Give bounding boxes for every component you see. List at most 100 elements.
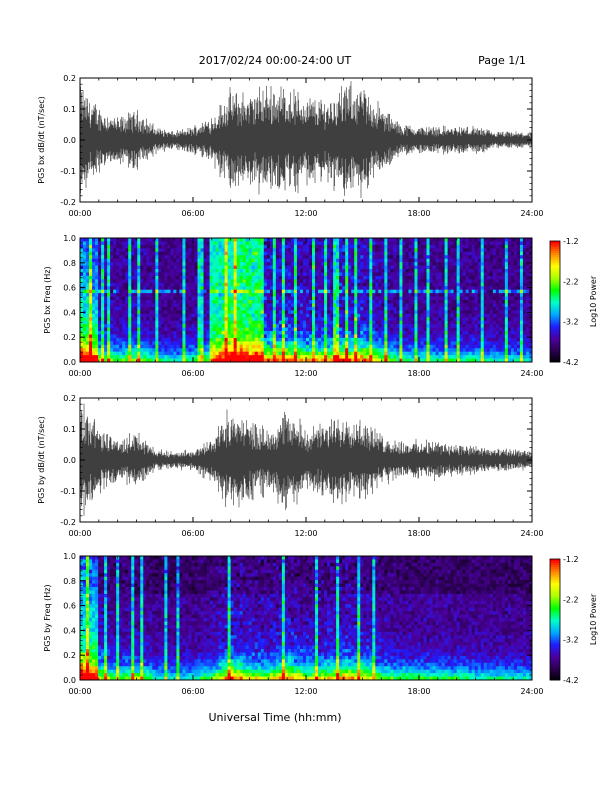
- spectrogram-cell: [378, 255, 382, 260]
- spectrogram-cell: [230, 331, 235, 335]
- spectrogram-cell: [306, 275, 310, 280]
- spectrogram-cell: [224, 272, 228, 277]
- spectrogram-cell: [206, 358, 210, 363]
- spectrogram-cell: [278, 355, 283, 359]
- spectrogram-cell: [227, 348, 232, 353]
- spectrogram-cell: [411, 300, 415, 304]
- spectrogram-cell: [339, 286, 343, 291]
- spectrogram-cell: [137, 344, 141, 349]
- spectrogram-cell: [260, 265, 265, 270]
- spectrogram-cell: [269, 248, 274, 253]
- spectrogram-cell: [402, 272, 406, 277]
- spectrogram-cell: [185, 317, 189, 322]
- spectrogram-cell: [272, 310, 277, 315]
- spectrogram-cell: [468, 358, 473, 363]
- spectrogram-cell: [483, 248, 488, 253]
- spectrogram-cell: [354, 313, 358, 318]
- spectrogram-cell: [333, 334, 337, 339]
- spectrogram-cell: [287, 310, 292, 315]
- spectrogram-cell: [116, 300, 120, 304]
- spectrogram-cell: [483, 289, 488, 294]
- spectrogram-cell: [173, 238, 177, 242]
- spectrogram-cell: [447, 341, 451, 346]
- spectrogram-cell: [333, 317, 337, 322]
- spectrogram-cell: [296, 313, 301, 318]
- spectrogram-cell: [290, 279, 295, 284]
- spectrogram-cell: [471, 255, 476, 260]
- spectrogram-cell: [462, 334, 467, 339]
- spectrogram-cell: [309, 324, 313, 328]
- spectrogram-cell: [170, 334, 174, 339]
- spectrogram-cell: [387, 262, 391, 266]
- spectrogram-cell: [101, 344, 105, 349]
- spectrogram-cell: [444, 265, 448, 270]
- spectrogram-cell: [381, 255, 385, 260]
- spectrogram-cell: [399, 358, 403, 363]
- spectrogram-cell: [384, 300, 388, 304]
- spectrogram-cell: [281, 269, 286, 273]
- spectrogram-cell: [269, 331, 274, 335]
- spectrogram-cell: [176, 331, 180, 335]
- spectrogram-cell: [86, 310, 90, 315]
- spectrogram-cell: [125, 282, 129, 287]
- spectrogram-cell: [89, 341, 93, 346]
- spectrogram-cell: [441, 303, 445, 308]
- spectrogram-cell: [393, 306, 397, 311]
- spectrogram-cell: [155, 348, 159, 353]
- spectrogram-cell: [465, 348, 470, 353]
- spectrogram-cell: [203, 248, 207, 253]
- spectrogram-cell: [474, 282, 479, 287]
- spectrogram-cell: [462, 255, 467, 260]
- spectrogram-cell: [429, 317, 433, 322]
- spectrogram-cell: [312, 289, 316, 294]
- spectrogram-cell: [164, 286, 168, 291]
- spectrogram-cell: [375, 282, 379, 287]
- spectrogram-cell: [366, 306, 370, 311]
- spectrogram-cell: [194, 289, 198, 294]
- spectrogram-cell: [272, 348, 277, 353]
- spectrogram-cell: [248, 351, 253, 356]
- spectrogram-cell: [393, 255, 397, 260]
- spectrogram-cell: [257, 241, 262, 246]
- spectrogram-cell: [438, 334, 442, 339]
- spectrogram-cell: [218, 306, 222, 311]
- spectrogram-cell: [402, 331, 406, 335]
- spectrogram-cell: [179, 241, 183, 246]
- spectrogram-cell: [399, 337, 403, 342]
- spectrogram-cell: [275, 300, 280, 304]
- spectrogram-cell: [366, 248, 370, 253]
- spectrogram-cell: [89, 241, 93, 246]
- spectrogram-cell: [263, 296, 268, 301]
- spectrogram-cell: [435, 244, 439, 249]
- spectrogram-cell: [369, 258, 373, 263]
- spectrogram-cell: [324, 348, 328, 353]
- spectrogram-cell: [441, 327, 445, 332]
- spectrogram-cell: [182, 331, 186, 335]
- spectrogram-cell: [263, 275, 268, 280]
- spectrogram-cell: [462, 265, 467, 270]
- spectrogram-cell: [80, 306, 84, 311]
- spectrogram-cell: [191, 286, 195, 291]
- spectrogram-cell: [459, 282, 464, 287]
- spectrogram-cell: [318, 258, 322, 263]
- spectrogram-cell: [444, 279, 448, 284]
- spectrogram-cell: [363, 341, 367, 346]
- spectrogram-cell: [107, 289, 111, 294]
- spectrogram-cell: [89, 334, 93, 339]
- spectrogram-cell: [360, 272, 364, 277]
- spectrogram-cell: [131, 286, 135, 291]
- spectrogram-cell: [155, 317, 159, 322]
- spectrogram-cell: [290, 289, 295, 294]
- spectrogram-cell: [477, 306, 482, 311]
- spectrogram-cell: [468, 265, 473, 270]
- spectrogram-cell: [444, 275, 448, 280]
- spectrogram-cell: [221, 358, 225, 363]
- spectrogram-cell: [351, 286, 355, 291]
- spectrogram-cell: [474, 251, 479, 256]
- spectrogram-cell: [315, 279, 319, 284]
- spectrogram-cell: [477, 241, 482, 246]
- spectrogram-cell: [89, 244, 93, 249]
- spectrogram-cell: [176, 265, 180, 270]
- spectrogram-cell: [89, 355, 93, 359]
- y-tick-label: 0.0: [63, 136, 76, 145]
